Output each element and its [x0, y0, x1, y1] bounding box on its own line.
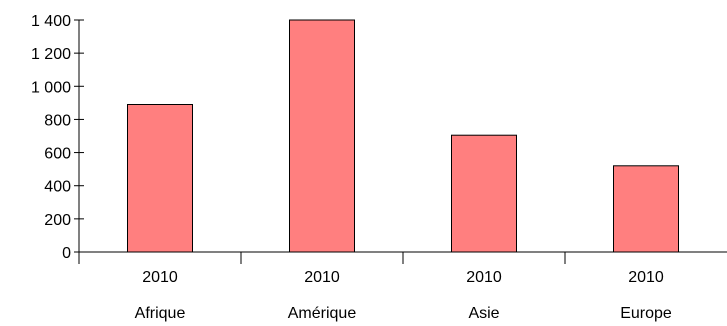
labels-group: 0 200 400 600 800 1 000 1 200 1 400 2010 Afrique 2… — [31, 13, 672, 322]
y-tick-label: 200 — [44, 212, 71, 229]
y-tick-label: 600 — [44, 146, 71, 163]
y-tick-label: 800 — [44, 112, 71, 129]
x-tick-label-region: Afrique — [135, 305, 186, 322]
bar-afrique — [127, 104, 193, 253]
y-tick-label: 400 — [44, 179, 71, 196]
bars-group — [127, 19, 679, 253]
y-tick-label: 1 000 — [31, 79, 71, 96]
bar-amérique — [289, 19, 355, 253]
x-tick-label-year: 2010 — [142, 269, 178, 286]
y-tick-label: 1 200 — [31, 46, 71, 63]
bar-europe — [613, 165, 679, 253]
x-tick-label-region: Amérique — [288, 305, 357, 322]
x-tick-label-year: 2010 — [304, 269, 340, 286]
x-tick-label-region: Europe — [620, 305, 672, 322]
y-tick-label: 1 400 — [31, 13, 71, 30]
y-tick-label: 0 — [62, 245, 71, 262]
x-tick-label-year: 2010 — [466, 269, 502, 286]
axes-group — [74, 19, 727, 264]
bar-asie — [451, 134, 517, 253]
x-tick-label-year: 2010 — [628, 269, 664, 286]
x-tick-label-region: Asie — [468, 305, 499, 322]
